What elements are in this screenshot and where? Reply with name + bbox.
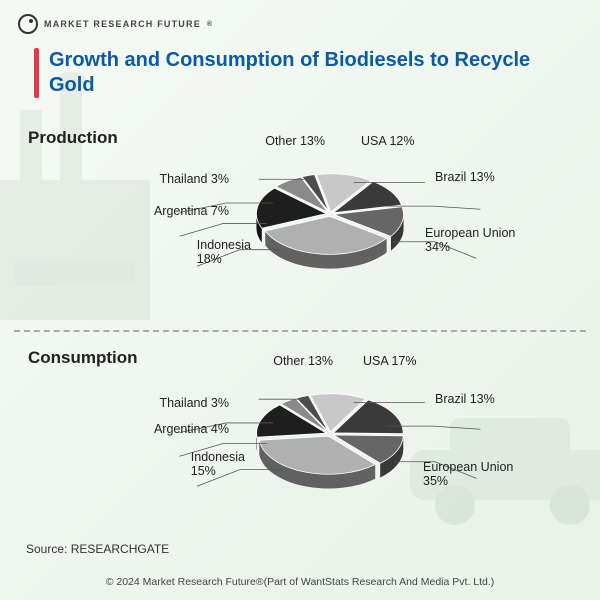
source-label: Source: RESEARCHGATE [26,542,169,556]
pie-production: Other 13%Thailand 3%Argentina 7%Indonesi… [235,148,425,288]
pie-callout: European Union35% [423,460,513,489]
pie-callout: Indonesia15% [191,450,245,479]
section-consumption: Consumption Other 13%Thailand 3%Argentin… [0,340,600,540]
pie-consumption: Other 13%Thailand 3%Argentina 4%Indonesi… [235,368,425,508]
section-divider [14,330,586,332]
section-label-production: Production [28,128,118,148]
title-block: Growth and Consumption of Biodiesels to … [34,48,580,98]
pie-callout: USA 12% [361,134,415,148]
pie-callout: Thailand 3% [160,396,230,410]
pie-callout: Indonesia18% [197,238,251,267]
logo-registered: ® [207,21,213,28]
pie-callout: USA 17% [363,354,417,368]
pie-callout: Brazil 13% [435,170,495,184]
section-label-consumption: Consumption [28,348,138,368]
title-accent-bar [34,48,39,98]
pie-callout: Brazil 13% [435,392,495,406]
pie-callout: Argentina 7% [154,204,229,218]
pie-callout: European Union34% [425,226,515,255]
footer-copyright: © 2024 Market Research Future®(Part of W… [0,576,600,588]
logo-text: MARKET RESEARCH FUTURE [44,19,201,29]
brand-logo: MARKET RESEARCH FUTURE ® [18,14,213,34]
pie-callout: Other 13% [265,134,325,148]
pie-callout: Other 13% [273,354,333,368]
section-production: Production Other 13%Thailand 3%Argentina… [0,120,600,320]
logo-icon [18,14,38,34]
page-title: Growth and Consumption of Biodiesels to … [49,48,580,98]
pie-callout: Thailand 3% [160,172,230,186]
pie-callout: Argentina 4% [154,422,229,436]
